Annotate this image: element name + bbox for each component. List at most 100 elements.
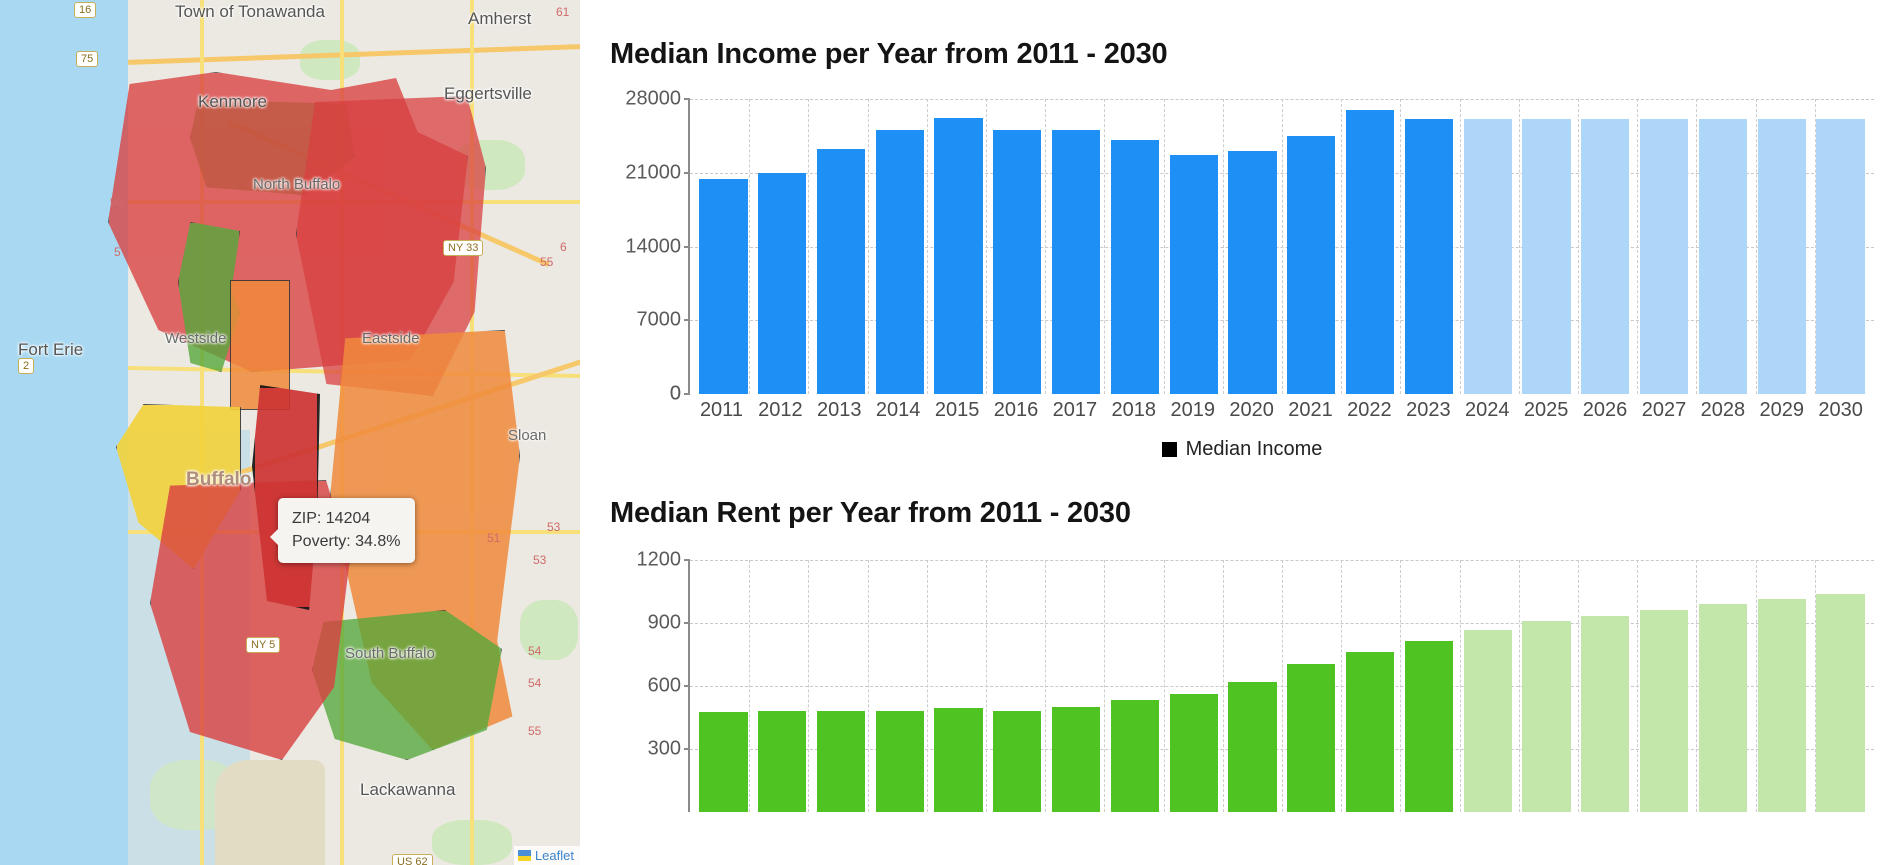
bar-slot[interactable] xyxy=(1164,560,1223,812)
bar-slot[interactable] xyxy=(1458,99,1517,394)
bar-slot[interactable] xyxy=(1752,99,1811,394)
y-axis-tick-mark xyxy=(684,559,690,561)
bar[interactable] xyxy=(1346,652,1395,812)
vertical-gridline xyxy=(1163,99,1165,394)
bar[interactable] xyxy=(1052,706,1101,812)
bar[interactable] xyxy=(1757,598,1806,812)
bar-slot[interactable] xyxy=(1517,560,1576,812)
map-park xyxy=(300,40,360,80)
bar[interactable] xyxy=(1346,109,1395,394)
bar-slot[interactable] xyxy=(1164,99,1223,394)
bar[interactable] xyxy=(1522,621,1571,812)
bar[interactable] xyxy=(1287,135,1336,394)
bar-slot[interactable] xyxy=(1400,560,1459,812)
bar-slot[interactable] xyxy=(694,560,753,812)
bar-slot[interactable] xyxy=(1282,560,1341,812)
bar[interactable] xyxy=(1110,140,1160,394)
bar-slot[interactable] xyxy=(753,560,812,812)
bar[interactable] xyxy=(699,712,748,812)
bar[interactable] xyxy=(1169,154,1218,394)
rent-chart-title: Median Rent per Year from 2011 - 2030 xyxy=(610,497,1131,529)
vertical-gridline xyxy=(986,99,987,394)
bar[interactable] xyxy=(758,711,807,812)
leaflet-logo-icon xyxy=(517,850,531,861)
bar-slot[interactable] xyxy=(1223,560,1282,812)
bar-slot[interactable] xyxy=(1635,99,1694,394)
y-axis-tick-mark xyxy=(684,171,690,174)
bar-slot[interactable] xyxy=(812,560,871,812)
bar-slot[interactable] xyxy=(1458,560,1517,812)
leaflet-attribution[interactable]: Leaflet xyxy=(513,846,580,865)
bar[interactable] xyxy=(1640,119,1689,394)
bar[interactable] xyxy=(934,117,983,394)
bar[interactable] xyxy=(1228,150,1277,394)
bar-slot[interactable] xyxy=(1047,560,1106,812)
bar[interactable] xyxy=(1640,610,1689,812)
vertical-gridline xyxy=(808,560,810,812)
bar[interactable] xyxy=(1169,693,1218,812)
bar-slot[interactable] xyxy=(1282,99,1341,394)
bar[interactable] xyxy=(1816,593,1865,812)
bar-slot[interactable] xyxy=(1635,560,1694,812)
bar[interactable] xyxy=(1463,629,1512,812)
bar-slot[interactable] xyxy=(1341,560,1400,812)
bar-slot[interactable] xyxy=(1752,560,1811,812)
bar[interactable] xyxy=(1698,604,1748,812)
leaflet-map[interactable]: Town of Tonawanda Amherst Kenmore Eggertsvi… xyxy=(0,0,580,865)
bar-slot[interactable] xyxy=(988,560,1047,812)
bar-slot[interactable] xyxy=(870,560,929,812)
bar[interactable] xyxy=(1110,699,1160,812)
bar[interactable] xyxy=(934,708,983,812)
x-axis-tick-label: 2021 xyxy=(1288,399,1333,421)
x-axis-tick-label: 2023 xyxy=(1406,399,1451,421)
bar-slot[interactable] xyxy=(1341,99,1400,394)
bar-slot[interactable] xyxy=(1811,99,1870,394)
bar-slot[interactable] xyxy=(694,99,753,394)
bar[interactable] xyxy=(993,711,1042,812)
bar-slot[interactable] xyxy=(988,99,1047,394)
bar-slot[interactable] xyxy=(1811,560,1870,812)
bar-slot[interactable] xyxy=(870,99,929,394)
bar[interactable] xyxy=(816,148,866,394)
y-axis-tick-label: 28000 xyxy=(625,87,681,110)
bar[interactable] xyxy=(1698,119,1748,394)
bar-slot[interactable] xyxy=(753,99,812,394)
bar[interactable] xyxy=(699,179,748,394)
bar-slot[interactable] xyxy=(1106,99,1165,394)
bar-slot[interactable] xyxy=(1694,99,1753,394)
vertical-gridline xyxy=(1104,99,1106,394)
bar-slot[interactable] xyxy=(1106,560,1165,812)
y-axis-tick-label: 900 xyxy=(647,611,681,634)
bar[interactable] xyxy=(758,173,807,394)
bar-slot[interactable] xyxy=(1400,99,1459,394)
bar[interactable] xyxy=(1522,119,1571,394)
bar-slot[interactable] xyxy=(1047,99,1106,394)
bar[interactable] xyxy=(993,129,1042,394)
bar[interactable] xyxy=(1463,119,1512,394)
bar[interactable] xyxy=(1052,129,1101,394)
bar-slot[interactable] xyxy=(1694,560,1753,812)
bar[interactable] xyxy=(1228,682,1277,812)
map-route-number: 61 xyxy=(556,5,570,19)
bar[interactable] xyxy=(1581,119,1630,394)
bar-slot[interactable] xyxy=(929,99,988,394)
vertical-gridline xyxy=(1696,560,1698,812)
y-axis-tick-label: 14000 xyxy=(625,235,681,257)
bar[interactable] xyxy=(1757,119,1806,394)
bar[interactable] xyxy=(1287,663,1336,812)
bar[interactable] xyxy=(875,711,924,812)
bar-slot[interactable] xyxy=(812,99,871,394)
bar[interactable] xyxy=(1581,615,1630,812)
bar[interactable] xyxy=(875,129,924,394)
bar-slot[interactable] xyxy=(1223,99,1282,394)
vertical-gridline xyxy=(1755,99,1757,394)
bar-slot[interactable] xyxy=(1576,560,1635,812)
x-axis-tick-label: 2028 xyxy=(1700,399,1746,421)
bar[interactable] xyxy=(1816,119,1865,394)
bar[interactable] xyxy=(1404,119,1454,394)
bar-slot[interactable] xyxy=(1517,99,1576,394)
bar[interactable] xyxy=(816,710,866,812)
bar[interactable] xyxy=(1404,640,1454,812)
bar-slot[interactable] xyxy=(929,560,988,812)
bar-slot[interactable] xyxy=(1576,99,1635,394)
